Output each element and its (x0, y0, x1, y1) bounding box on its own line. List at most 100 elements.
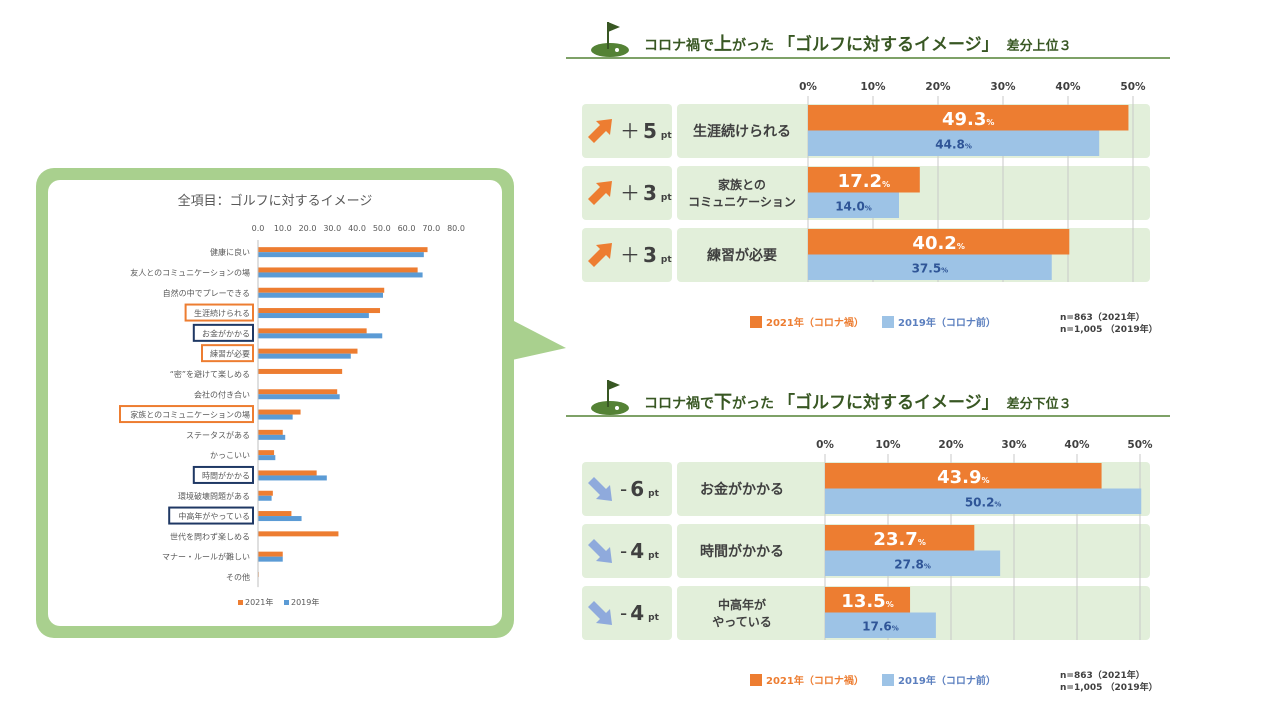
item-label: 家族とのコミュニケーション (688, 177, 796, 209)
diff-value: ＋ 3 pt (620, 243, 672, 267)
overview-title: 全項目：ゴルフに対するイメージ (178, 193, 373, 209)
title-part-1: コロナ禍で (644, 395, 714, 412)
overview-x-tick: 10.0 (274, 224, 292, 233)
diff-number: 5 (643, 119, 657, 143)
value-2019: 50.2 (965, 495, 995, 509)
value-2019: 37.5 (912, 261, 942, 275)
title-part-1: コロナ禍で (644, 37, 714, 54)
legend-2019: 2019年（コロナ前） (898, 674, 996, 687)
overview-bar-2019 (258, 556, 283, 562)
overview-category-label: その他 (226, 572, 250, 582)
title-part-2: 上 (714, 34, 732, 55)
arrow-down-right-icon (588, 477, 612, 501)
value-2019: 27.8 (894, 557, 924, 571)
axis-tick-label: 50% (1127, 439, 1153, 451)
diff-unit: pt (661, 131, 672, 141)
arrow-shape (588, 119, 612, 143)
overview-bar-2021 (258, 531, 339, 537)
value-2019: 14.0 (835, 199, 865, 213)
value-2021: 23.7 (873, 529, 917, 550)
diff-cell-bg (582, 228, 672, 282)
arrow-up-right-icon (588, 181, 612, 205)
diff-unit: pt (648, 551, 659, 561)
diff-number: 4 (630, 539, 644, 563)
percent-sign: % (886, 600, 894, 609)
diff-cell-bg (582, 104, 672, 158)
item-label: 中高年がやっている (712, 597, 771, 629)
arrow-shape (588, 539, 612, 563)
overview-chart-card: 全項目：ゴルフに対するイメージ 0.0 10.0 20.0 30.0 40.0 50.0 60… (48, 180, 502, 626)
axis-tick-label: 10% (875, 439, 901, 451)
item-label-line: 時間がかかる (700, 543, 784, 560)
bottom-section: コロナ禍で下がった 「ゴルフに対するイメージ」 差分下位３ 0% 10% 20% 30% 40… (566, 380, 1170, 693)
overview-bar-2019 (258, 353, 351, 359)
bar-2019 (808, 130, 1100, 156)
value-label-2021: 23.7% (873, 529, 925, 550)
golf-flag (608, 380, 620, 390)
title-part-4: 「ゴルフに対するイメージ」 (778, 392, 999, 413)
diff-sign: ＋ (620, 243, 640, 267)
value-label-2021: 40.2% (912, 233, 964, 254)
overview-bar-2019 (258, 272, 423, 278)
bar-2021 (808, 167, 920, 193)
bar-row-bg (677, 166, 1150, 220)
value-label-2019: 44.8% (935, 137, 972, 151)
overview-legend-2019: 2019年 (291, 597, 319, 607)
overview-panel: 全項目：ゴルフに対するイメージ 0.0 10.0 20.0 30.0 40.0 50.0 60… (36, 168, 514, 638)
legend-swatch-2019 (882, 316, 894, 328)
axis-tick-label: 30% (990, 81, 1016, 93)
overview-legend-2021: 2021年 (245, 597, 273, 607)
axis-tick-label: 20% (938, 439, 964, 451)
arrow-down-right-icon (588, 539, 612, 563)
overview-bar-2021 (258, 409, 301, 415)
title-part-3: がった (732, 37, 774, 54)
overview-bar-2019 (258, 313, 369, 319)
sample-size-2021: n=863（2021年） (1060, 669, 1145, 681)
value-2019: 17.6 (862, 619, 892, 633)
overview-bar-2021 (258, 247, 428, 253)
overview-category-label: 健康に良い (210, 247, 250, 257)
overview-bar-2019 (258, 414, 293, 420)
overview-bar-2021 (258, 368, 343, 374)
overview-legend-swatch-2019 (284, 600, 289, 605)
legend-2019: 2019年（コロナ前） (898, 316, 996, 329)
golf-ball (615, 48, 619, 52)
overview-category-label: マナー・ルールが難しい (162, 552, 250, 562)
overview-highlight-box (192, 323, 255, 342)
overview-category-label: 家族とのコミュニケーションの場 (130, 410, 250, 420)
section-title: コロナ禍で上がった 「ゴルフに対するイメージ」 差分上位３ (644, 34, 1072, 55)
percent-sign: % (981, 476, 989, 485)
percent-sign: % (924, 562, 931, 570)
arrow-up-right-icon (588, 119, 612, 143)
sample-size-2021: n=863（2021年） (1060, 311, 1145, 323)
percent-sign: % (994, 500, 1001, 508)
diff-unit: pt (648, 489, 659, 499)
overview-category-label: 自然の中でプレーできる (163, 288, 250, 298)
legend-swatch-2021 (750, 674, 762, 686)
value-label-2019: 27.8% (894, 557, 931, 571)
sample-size-2019: n=1,005 （2019年） (1060, 681, 1158, 693)
item-label-line: 家族との (718, 177, 766, 192)
overview-highlight-box (192, 465, 255, 484)
diff-number: 4 (630, 601, 644, 625)
overview-highlight-box (201, 344, 254, 363)
diff-cell-bg (582, 462, 672, 516)
overview-category-label: お金がかかる (202, 328, 250, 338)
title-part-3: がった (732, 395, 774, 412)
percent-sign: % (882, 180, 890, 189)
percent-sign: % (892, 624, 899, 632)
overview-x-tick: 0.0 (252, 224, 265, 233)
callout-pointer (512, 320, 566, 360)
diff-value: ＋ 5 pt (620, 119, 672, 143)
overview-bar-2019 (258, 434, 286, 440)
bar-2021 (825, 587, 911, 613)
overview-bar-2021 (258, 389, 338, 395)
item-label-line: 生涯続けられる (693, 123, 791, 140)
diff-number: 3 (643, 181, 657, 205)
axis-tick-label: 40% (1055, 81, 1081, 93)
diff-value: ＋ 3 pt (620, 181, 672, 205)
bar-2019 (808, 192, 899, 218)
item-label: 生涯続けられる (693, 123, 791, 140)
overview-x-tick: 20.0 (299, 224, 317, 233)
axis-tick-label: 20% (925, 81, 951, 93)
